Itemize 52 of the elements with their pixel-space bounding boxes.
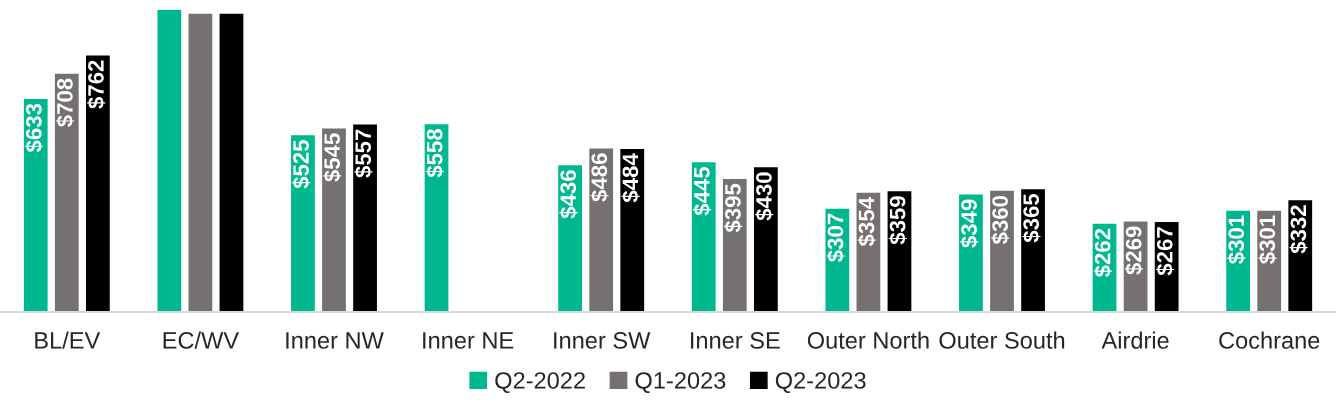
bar <box>589 148 614 312</box>
bar <box>753 167 778 312</box>
data-label: $708 <box>56 78 75 127</box>
bar <box>219 13 244 312</box>
bar <box>23 98 48 312</box>
data-label: $269 <box>1124 226 1143 275</box>
x-tick-label: BL/EV <box>35 331 101 349</box>
data-label: $558 <box>425 129 444 178</box>
data-label: $633 <box>24 103 44 153</box>
data-label: $349 <box>960 199 979 248</box>
data-label: $301 <box>1227 215 1246 264</box>
data-label: $430 <box>755 172 774 221</box>
data-label: $486 <box>590 153 609 202</box>
bar <box>157 10 182 312</box>
legend-label: Q1-2023 <box>635 372 726 394</box>
x-tick-label: Inner SW <box>554 332 651 349</box>
legend-label: Q2-2023 <box>775 372 866 394</box>
x-tick-label: Airdrie <box>1101 331 1169 349</box>
data-label: $332 <box>1289 205 1308 254</box>
bar <box>54 73 79 312</box>
data-label: $359 <box>888 196 907 245</box>
data-label: $395 <box>724 183 743 233</box>
data-label: $307 <box>826 213 845 262</box>
x-tick-label: Cochrane <box>1219 331 1320 349</box>
data-label: $301 <box>1258 215 1277 264</box>
x-tick-label: EC/WV <box>163 331 239 349</box>
bar <box>691 162 716 312</box>
x-tick-label: Inner NE <box>423 332 514 349</box>
x-tick-label: Inner NW <box>286 332 384 349</box>
bar <box>291 135 315 312</box>
data-label: $762 <box>87 60 106 109</box>
bar <box>353 124 377 312</box>
data-label: $262 <box>1093 228 1112 278</box>
data-label: $445 <box>692 166 712 216</box>
bar <box>85 55 110 312</box>
x-tick-label: Outer North <box>807 331 929 349</box>
x-tick-label: Outer South <box>939 331 1065 349</box>
data-label: $365 <box>1022 193 1041 243</box>
bar <box>188 13 213 312</box>
bar <box>558 165 583 312</box>
bar <box>322 128 346 312</box>
data-label: $557 <box>354 129 373 178</box>
bar <box>620 149 645 312</box>
data-label: $354 <box>857 197 876 247</box>
data-label: $525 <box>292 140 311 189</box>
legend-label: Q2-2022 <box>495 372 585 394</box>
x-tick-label: Inner SE <box>691 332 780 349</box>
data-label: $360 <box>991 195 1010 245</box>
data-label: $484 <box>621 153 640 203</box>
data-label: $545 <box>323 133 342 182</box>
data-label: $436 <box>559 170 578 219</box>
data-label: $267 <box>1155 227 1175 276</box>
